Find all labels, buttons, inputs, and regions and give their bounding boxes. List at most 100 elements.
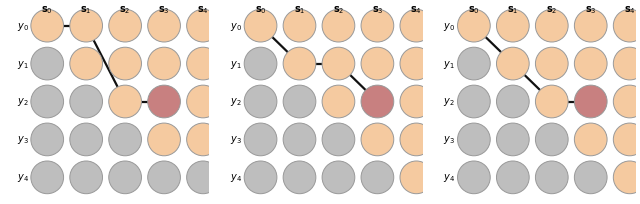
Text: $\mathbf{s}_2$: $\mathbf{s}_2$ [546,4,557,16]
Text: $\mathbf{s}_1$: $\mathbf{s}_1$ [81,4,92,16]
Text: $y_2$: $y_2$ [17,96,28,108]
Circle shape [148,123,180,156]
Circle shape [536,161,568,194]
Text: $y_2$: $y_2$ [230,96,242,108]
Text: $\mathbf{s}_2$: $\mathbf{s}_2$ [333,4,344,16]
Circle shape [400,10,433,43]
Circle shape [31,10,63,43]
Circle shape [400,161,433,194]
Text: $y_1$: $y_1$ [17,58,28,70]
Text: $\mathbf{s}_1$: $\mathbf{s}_1$ [507,4,518,16]
Text: $y_0$: $y_0$ [444,21,455,32]
Text: $y_3$: $y_3$ [17,134,29,146]
Circle shape [70,123,102,156]
Circle shape [458,86,490,118]
Circle shape [497,48,529,81]
Circle shape [109,161,141,194]
Text: $\mathbf{s}_4$: $\mathbf{s}_4$ [410,4,422,16]
Circle shape [497,161,529,194]
Text: $y_3$: $y_3$ [230,134,242,146]
Circle shape [148,48,180,81]
Text: $\mathbf{s}_4$: $\mathbf{s}_4$ [624,4,636,16]
Circle shape [574,48,607,81]
Circle shape [70,10,102,43]
Text: $\mathbf{s}_3$: $\mathbf{s}_3$ [585,4,596,16]
Circle shape [322,48,355,81]
Circle shape [283,48,316,81]
Circle shape [536,123,568,156]
Circle shape [109,86,141,118]
Text: $\mathbf{s}_0$: $\mathbf{s}_0$ [468,4,480,16]
Circle shape [613,48,640,81]
Circle shape [458,161,490,194]
Circle shape [283,123,316,156]
Circle shape [244,86,277,118]
Circle shape [187,48,220,81]
Circle shape [109,123,141,156]
Circle shape [244,48,277,81]
Text: $y_0$: $y_0$ [17,21,29,32]
Text: $\mathbf{s}_3$: $\mathbf{s}_3$ [158,4,170,16]
Circle shape [574,123,607,156]
Circle shape [497,86,529,118]
Text: $\mathbf{s}_2$: $\mathbf{s}_2$ [120,4,131,16]
Circle shape [361,48,394,81]
Circle shape [613,86,640,118]
Text: $y_4$: $y_4$ [444,172,455,183]
Circle shape [70,161,102,194]
Circle shape [458,10,490,43]
Circle shape [148,10,180,43]
Circle shape [31,161,63,194]
Circle shape [31,123,63,156]
Circle shape [187,161,220,194]
Circle shape [322,123,355,156]
Circle shape [31,86,63,118]
Circle shape [109,48,141,81]
Circle shape [497,123,529,156]
Circle shape [361,161,394,194]
Circle shape [322,86,355,118]
Text: $y_2$: $y_2$ [444,96,455,108]
Circle shape [148,86,180,118]
Text: $\mathbf{s}_1$: $\mathbf{s}_1$ [294,4,305,16]
Text: $y_4$: $y_4$ [230,172,242,183]
Circle shape [497,10,529,43]
Circle shape [574,10,607,43]
Circle shape [613,123,640,156]
Circle shape [244,10,277,43]
Text: $\mathbf{s}_3$: $\mathbf{s}_3$ [372,4,383,16]
Text: $\mathbf{s}_0$: $\mathbf{s}_0$ [255,4,266,16]
Circle shape [322,161,355,194]
Circle shape [187,86,220,118]
Text: $\mathbf{s}_0$: $\mathbf{s}_0$ [42,4,53,16]
Text: $y_0$: $y_0$ [230,21,242,32]
Text: $\mathbf{s}_4$: $\mathbf{s}_4$ [197,4,209,16]
Circle shape [613,10,640,43]
Circle shape [31,48,63,81]
Circle shape [244,161,277,194]
Text: $y_1$: $y_1$ [444,58,455,70]
Circle shape [400,86,433,118]
Text: $y_4$: $y_4$ [17,172,29,183]
Circle shape [187,123,220,156]
Circle shape [361,86,394,118]
Circle shape [244,123,277,156]
Circle shape [536,86,568,118]
Circle shape [148,161,180,194]
Circle shape [613,161,640,194]
Circle shape [400,48,433,81]
Circle shape [109,10,141,43]
Circle shape [574,161,607,194]
Circle shape [70,48,102,81]
Circle shape [70,86,102,118]
Circle shape [400,123,433,156]
Circle shape [322,10,355,43]
Circle shape [536,48,568,81]
Circle shape [458,48,490,81]
Circle shape [536,10,568,43]
Circle shape [187,10,220,43]
Circle shape [361,10,394,43]
Circle shape [283,10,316,43]
Circle shape [283,161,316,194]
Circle shape [361,123,394,156]
